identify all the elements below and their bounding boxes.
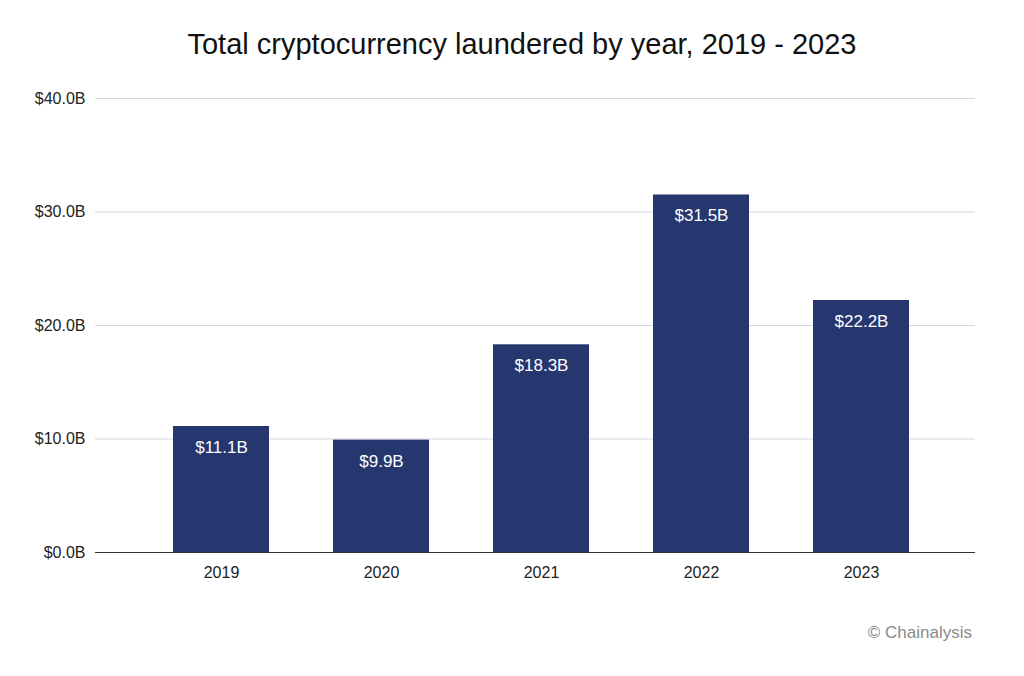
svg-text:$31.5B: $31.5B [675,206,729,225]
html-text:© Chainalysis: © Chainalysis [867,623,972,642]
svg-text:$18.3B: $18.3B [515,356,569,375]
svg-text:2023: 2023 [844,564,880,581]
svg-text:2020: 2020 [364,564,400,581]
svg-text:$20.0B: $20.0B [35,317,86,334]
svg-text:$22.2B: $22.2B [835,312,889,331]
svg-text:$10.0B: $10.0B [35,430,86,447]
svg-text:$40.0B: $40.0B [35,90,86,107]
svg-text:2019: 2019 [204,564,240,581]
svg-text:$30.0B: $30.0B [35,203,86,220]
svg-text:$9.9B: $9.9B [359,452,403,471]
svg-text:$0.0B: $0.0B [44,544,86,561]
svg-text:2022: 2022 [684,564,720,581]
html-text:Total cryptocurrency laundered: Total cryptocurrency laundered by year, … [187,28,857,60]
svg-text:$11.1B: $11.1B [195,438,248,457]
svg-text:2021: 2021 [524,564,560,581]
